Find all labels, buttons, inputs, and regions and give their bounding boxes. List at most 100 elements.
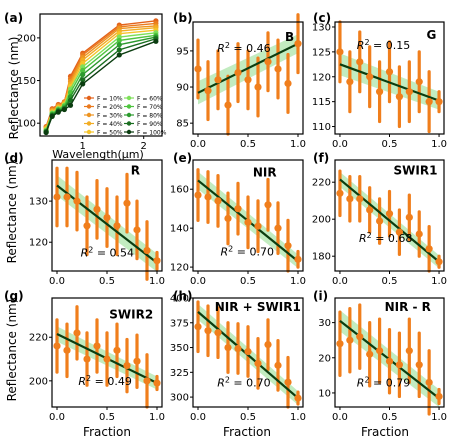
r-squared-label: R2 = 0.54 — [81, 246, 134, 260]
y-tick-label: 200 — [312, 215, 331, 226]
data-point — [385, 210, 394, 218]
y-tick-label: 125 — [312, 47, 331, 58]
y-axis-label-bottom: Reflectance (nm) — [5, 299, 19, 402]
r-squared-label: R2 = 0.70 — [217, 375, 270, 389]
x-tick-label: 1.0 — [290, 276, 306, 287]
data-point — [143, 377, 151, 385]
data-point — [425, 378, 433, 386]
x-tick-label: 1.0 — [431, 412, 447, 423]
data-point — [93, 205, 101, 213]
data-point — [346, 195, 354, 203]
data-point — [153, 257, 161, 265]
panel-title: SWIR1 — [394, 163, 438, 177]
x-tick-label: 0.0 — [190, 139, 206, 150]
data-point — [425, 98, 433, 106]
y-axis-label-top: Reflectance (nm) — [7, 37, 21, 140]
data-point — [254, 222, 262, 230]
data-point — [264, 58, 272, 66]
legend-entry: F = 40% — [97, 121, 123, 128]
data-point — [294, 394, 302, 402]
data-point — [73, 329, 81, 337]
data-point — [375, 88, 384, 96]
data-point — [294, 255, 302, 263]
data-point — [375, 217, 384, 225]
y-tick-label: 85 — [176, 119, 189, 130]
legend-marker — [86, 104, 92, 109]
panel-letter: (c) — [313, 11, 331, 25]
data-point — [375, 347, 384, 355]
legend-marker — [86, 121, 92, 126]
data-point — [336, 48, 344, 56]
data-point — [366, 206, 374, 214]
data-point — [53, 193, 61, 201]
y-tick-label: 200 — [29, 376, 48, 387]
panel-e: (e) NIR R2 = 0.70 0.0 0.5 1.0 120 140 160 — [170, 151, 306, 287]
data-point — [415, 230, 423, 238]
data-point — [284, 242, 292, 250]
legend-entry: F = 100% — [137, 130, 167, 137]
y-tick-label: 130 — [29, 197, 48, 208]
legend-marker — [86, 95, 92, 101]
panel-c: (c) G R2 = 0.15 0.0 0.5 1.0 110 115 120 125 130 — [312, 11, 447, 150]
y-tick-label: 110 — [312, 122, 331, 133]
data-point — [214, 329, 222, 337]
data-point — [385, 68, 394, 76]
y-tick-label: 130 — [312, 22, 331, 33]
data-point — [63, 346, 71, 354]
r-squared-label: R2 = 0.70 — [221, 244, 274, 258]
legend-marker — [126, 129, 132, 135]
data-point — [284, 79, 292, 88]
legend-entry: F = 60% — [137, 96, 163, 103]
y-tick-label: 90 — [176, 83, 189, 94]
legend-entry: F = 80% — [137, 113, 163, 120]
data-point — [356, 58, 364, 66]
data-point — [113, 346, 121, 354]
panel-title: NIR + SWIR1 — [215, 300, 301, 314]
data-point — [405, 88, 413, 96]
x-tick-label: 1 — [80, 141, 86, 152]
data-point — [435, 98, 443, 106]
x-tick-label: 1.0 — [290, 412, 306, 423]
data-point — [113, 222, 121, 230]
data-point — [435, 392, 443, 401]
panel-b: (b) B R2 = 0.46 0.0 0.5 1.0 85 90 95 — [173, 11, 306, 150]
legend-entry: F = 10% — [97, 96, 123, 103]
series-point — [43, 129, 49, 136]
y-tick-label: 120 — [29, 238, 48, 249]
data-point — [244, 347, 252, 356]
x-tick-label: 0.5 — [382, 139, 398, 150]
panel-title: NIR - R — [385, 300, 431, 314]
y-tick-label: 30 — [318, 318, 331, 329]
data-point — [405, 347, 413, 355]
data-point — [254, 359, 262, 367]
r-squared-label: R2 = 0.79 — [357, 375, 410, 389]
panel-i: (i) NIR - R R2 = 0.79 0.0 0.5 1.0 10 20 30 — [313, 289, 447, 423]
data-point — [284, 378, 292, 386]
data-point — [204, 87, 212, 95]
panel-letter: (f) — [313, 151, 329, 165]
x-tick-label: 0.0 — [332, 139, 348, 150]
panel-letter: (b) — [173, 11, 193, 25]
data-point — [366, 73, 374, 81]
x-tick-label: 0.5 — [99, 276, 115, 287]
legend-marker — [126, 112, 132, 118]
panel-letter: (g) — [4, 289, 24, 303]
data-point — [194, 323, 202, 331]
series-point — [153, 38, 159, 44]
y-tick-label: 220 — [29, 333, 48, 344]
data-point — [214, 197, 222, 205]
x-axis-label: Wavelength(μm) — [52, 148, 144, 161]
legend-marker — [86, 112, 92, 118]
data-point — [123, 199, 131, 207]
series-point — [80, 67, 86, 73]
panel-f: (f) SWIR1 R2 = 0.68 0.0 0.5 1.0 180 200 220 — [312, 151, 447, 287]
series-point — [116, 42, 122, 48]
data-point — [194, 191, 202, 199]
panel-letter: (d) — [4, 151, 24, 165]
x-tick-label: 0.5 — [382, 412, 398, 423]
regression-line — [56, 184, 158, 264]
axes-frame — [39, 13, 163, 137]
data-point — [336, 340, 344, 348]
y-tick-label: 160 — [170, 185, 189, 196]
